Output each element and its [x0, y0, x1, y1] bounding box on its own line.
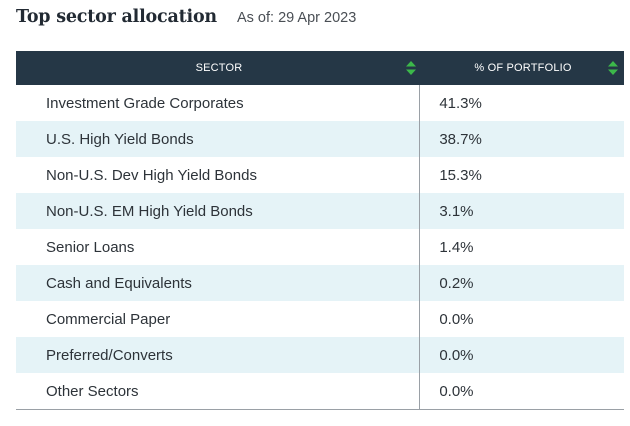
sector-cell: Non-U.S. EM High Yield Bonds [16, 193, 421, 229]
column-header-label: SECTOR [195, 62, 243, 74]
percent-cell: 0.0% [439, 346, 474, 364]
as-of-date: As of: 29 Apr 2023 [236, 10, 357, 26]
sector-cell: U.S. High Yield Bonds [16, 121, 421, 157]
sector-cell: Other Sectors [16, 373, 421, 409]
sort-arrows-icon[interactable] [406, 61, 416, 75]
percent-cell: 15.3% [439, 166, 482, 184]
title-row: Top sector allocation As of: 29 Apr 2023 [16, 7, 356, 33]
column-header-percent[interactable]: % OF PORTFOLIO [422, 51, 624, 85]
percent-cell: 3.1% [439, 202, 474, 220]
percent-cell: 0.0% [439, 310, 474, 328]
sector-allocation-table: SECTOR % OF PORTFOLIO Investment Grade C… [16, 51, 624, 410]
percent-cell: 0.2% [439, 274, 474, 292]
table-row: Senior Loans 1.4% [16, 229, 624, 265]
sector-cell: Investment Grade Corporates [16, 85, 421, 121]
sector-cell: Commercial Paper [16, 301, 421, 337]
percent-cell: 1.4% [439, 238, 474, 256]
table-row: Investment Grade Corporates 41.3% [16, 85, 624, 121]
sector-cell: Preferred/Converts [16, 337, 421, 373]
percent-cell: 0.0% [439, 382, 474, 400]
table-row: Preferred/Converts 0.0% [16, 337, 624, 373]
table-row: Non-U.S. EM High Yield Bonds 3.1% [16, 193, 624, 229]
table-row: Commercial Paper 0.0% [16, 301, 624, 337]
table-header: SECTOR % OF PORTFOLIO [16, 51, 624, 85]
table-body: Investment Grade Corporates 41.3% U.S. H… [16, 85, 624, 410]
table-row: Non-U.S. Dev High Yield Bonds 15.3% [16, 157, 624, 193]
column-header-label: % OF PORTFOLIO [474, 62, 572, 74]
sector-cell: Senior Loans [16, 229, 421, 265]
column-header-sector[interactable]: SECTOR [16, 51, 422, 85]
table-row: Cash and Equivalents 0.2% [16, 265, 624, 301]
percent-cell: 38.7% [439, 130, 482, 148]
sector-cell: Cash and Equivalents [16, 265, 421, 301]
sort-arrows-icon[interactable] [608, 61, 618, 75]
percent-cell: 41.3% [439, 94, 482, 112]
table-row: Other Sectors 0.0% [16, 373, 624, 409]
section-title: Top sector allocation [16, 7, 217, 27]
sector-cell: Non-U.S. Dev High Yield Bonds [16, 157, 421, 193]
table-row: U.S. High Yield Bonds 38.7% [16, 121, 624, 157]
